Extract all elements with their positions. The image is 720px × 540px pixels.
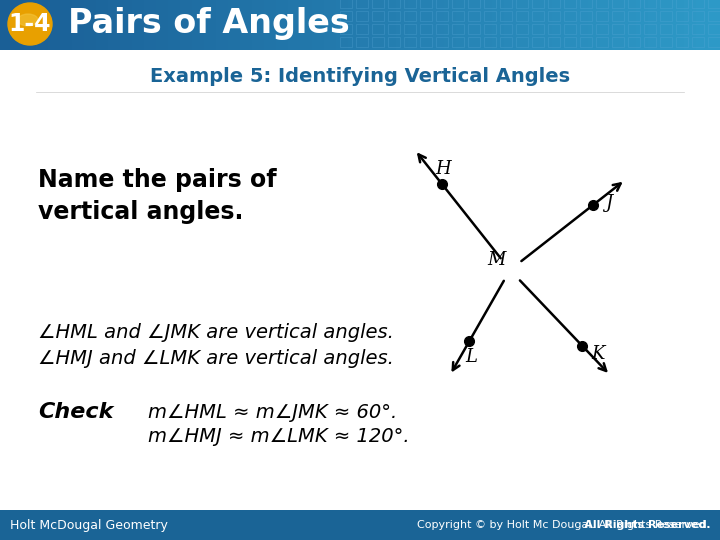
Bar — [192, 0, 205, 50]
Text: vertical angles.: vertical angles. — [38, 200, 243, 224]
Bar — [240, 0, 253, 50]
Bar — [0, 0, 13, 50]
Bar — [600, 0, 613, 50]
Bar — [468, 0, 481, 50]
Bar — [576, 0, 589, 50]
Bar — [360, 0, 373, 50]
Text: ∠HML and ∠JMK are vertical angles.: ∠HML and ∠JMK are vertical angles. — [38, 322, 394, 341]
Bar — [636, 0, 649, 50]
Bar — [96, 0, 109, 50]
Text: Pairs of Angles: Pairs of Angles — [68, 8, 350, 40]
Bar — [204, 0, 217, 50]
Text: L: L — [465, 348, 477, 367]
Bar — [228, 0, 241, 50]
Text: J: J — [606, 194, 613, 212]
Bar — [384, 0, 397, 50]
Bar — [288, 0, 301, 50]
Bar — [156, 0, 169, 50]
Bar — [552, 0, 565, 50]
Bar — [324, 0, 337, 50]
Text: m∠HML ≈ m∠JMK ≈ 60°.: m∠HML ≈ m∠JMK ≈ 60°. — [148, 402, 397, 422]
Bar — [120, 0, 133, 50]
Bar — [36, 0, 49, 50]
Bar — [432, 0, 445, 50]
Bar — [276, 0, 289, 50]
Bar — [504, 0, 517, 50]
Text: Name the pairs of: Name the pairs of — [38, 168, 276, 192]
Text: 1-4: 1-4 — [9, 12, 51, 36]
Bar — [528, 0, 541, 50]
Bar — [216, 0, 229, 50]
Bar — [612, 0, 625, 50]
Bar — [588, 0, 601, 50]
Bar — [660, 0, 673, 50]
Bar — [144, 0, 157, 50]
Bar — [132, 0, 145, 50]
Bar — [420, 0, 433, 50]
Text: All Rights Reserved.: All Rights Reserved. — [405, 520, 710, 530]
Bar — [492, 0, 505, 50]
Bar — [696, 0, 709, 50]
Text: Example 5: Identifying Vertical Angles: Example 5: Identifying Vertical Angles — [150, 68, 570, 86]
Bar — [180, 0, 193, 50]
Text: Copyright © by Holt Mc Dougal. All Rights Reserved.: Copyright © by Holt Mc Dougal. All Right… — [417, 520, 710, 530]
Bar — [480, 0, 493, 50]
Bar — [48, 0, 61, 50]
Bar — [708, 0, 720, 50]
Bar — [648, 0, 661, 50]
Bar — [72, 0, 85, 50]
Bar — [264, 0, 277, 50]
Bar — [12, 0, 25, 50]
Text: m∠HMJ ≈ m∠LMK ≈ 120°.: m∠HMJ ≈ m∠LMK ≈ 120°. — [148, 428, 410, 447]
Bar — [336, 0, 349, 50]
Bar — [516, 0, 529, 50]
Bar — [0, 510, 720, 540]
Bar — [84, 0, 97, 50]
Text: ∠HMJ and ∠LMK are vertical angles.: ∠HMJ and ∠LMK are vertical angles. — [38, 348, 394, 368]
Bar — [372, 0, 385, 50]
Bar — [444, 0, 457, 50]
Ellipse shape — [18, 14, 38, 26]
Bar — [60, 0, 73, 50]
Bar — [540, 0, 553, 50]
Text: K: K — [591, 345, 605, 362]
Bar — [684, 0, 697, 50]
Bar — [456, 0, 469, 50]
Text: Check: Check — [38, 402, 113, 422]
Ellipse shape — [8, 3, 52, 45]
Bar — [312, 0, 325, 50]
Bar — [672, 0, 685, 50]
Bar — [168, 0, 181, 50]
Text: M: M — [487, 251, 505, 269]
Bar — [24, 0, 37, 50]
Bar — [624, 0, 637, 50]
Text: Holt McDougal Geometry: Holt McDougal Geometry — [10, 518, 168, 531]
Bar — [252, 0, 265, 50]
Bar — [408, 0, 421, 50]
Bar — [564, 0, 577, 50]
Bar — [108, 0, 121, 50]
Bar — [348, 0, 361, 50]
Bar — [300, 0, 313, 50]
Bar — [396, 0, 409, 50]
Text: H: H — [436, 160, 451, 178]
